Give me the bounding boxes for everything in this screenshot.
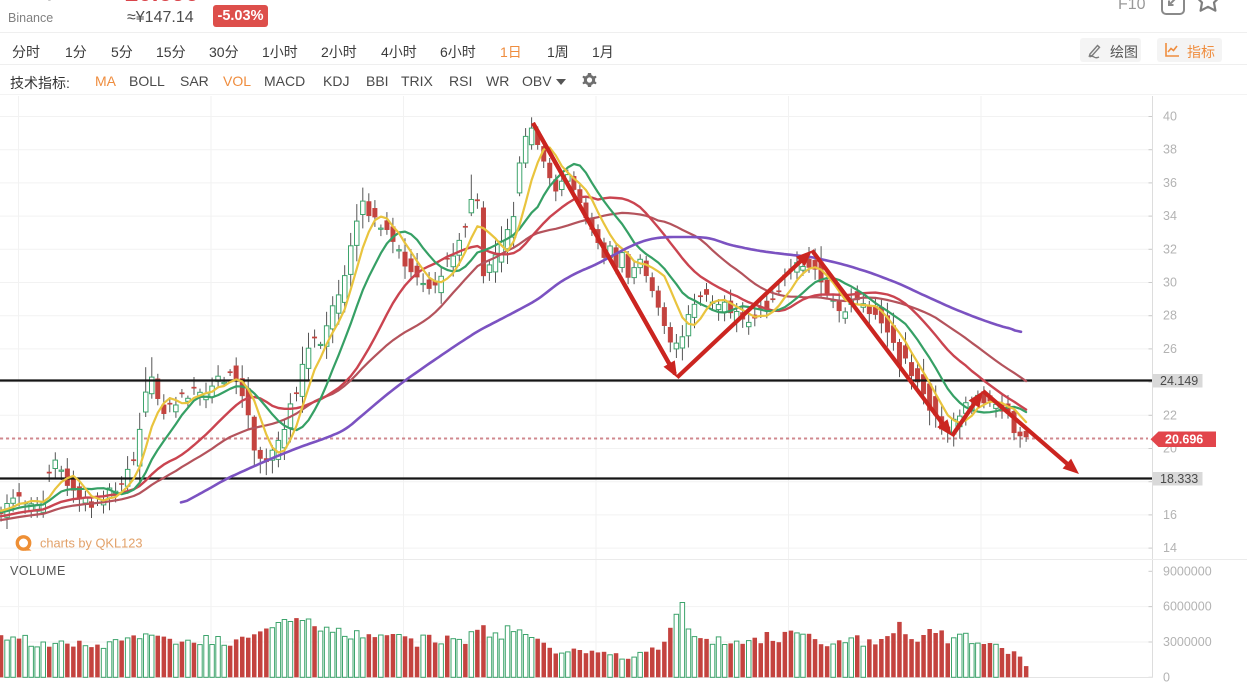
- svg-text:40: 40: [1163, 110, 1177, 124]
- svg-text:38: 38: [1163, 143, 1177, 157]
- svg-text:32: 32: [1163, 242, 1177, 256]
- svg-text:36: 36: [1163, 176, 1177, 190]
- svg-text:30: 30: [1163, 276, 1177, 290]
- svg-text:14: 14: [1163, 541, 1177, 555]
- svg-text:20.696: 20.696: [1165, 432, 1203, 446]
- svg-text:24.149: 24.149: [1160, 374, 1198, 388]
- svg-text:0: 0: [1163, 670, 1170, 684]
- svg-text:charts by QKL123: charts by QKL123: [40, 536, 142, 551]
- svg-text:28: 28: [1163, 309, 1177, 323]
- svg-text:26: 26: [1163, 342, 1177, 356]
- svg-text:3000000: 3000000: [1163, 635, 1212, 649]
- svg-text:16: 16: [1163, 508, 1177, 522]
- svg-text:6000000: 6000000: [1163, 600, 1212, 614]
- svg-text:34: 34: [1163, 209, 1177, 223]
- svg-text:VOLUME: VOLUME: [10, 564, 66, 578]
- svg-text:9000000: 9000000: [1163, 564, 1212, 578]
- svg-text:22: 22: [1163, 408, 1177, 422]
- svg-text:18.333: 18.333: [1160, 472, 1198, 486]
